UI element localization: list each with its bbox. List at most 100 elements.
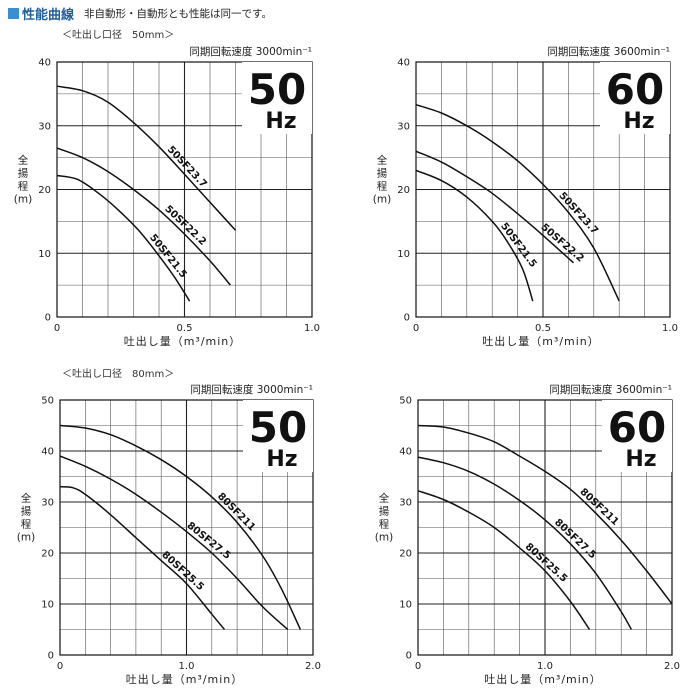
y-tick-label: 0 <box>404 313 410 324</box>
hz-badge-unit: Hz <box>625 447 656 472</box>
y-tick-label: 40 <box>399 447 412 458</box>
y-axis-label-part: 揚 <box>18 167 29 180</box>
series-label-50SF23.7: 50SF23.7 <box>165 144 209 190</box>
y-tick-label: 30 <box>38 121 51 132</box>
series-curve-50SF23.7 <box>56 85 237 231</box>
plot-frame <box>417 399 673 656</box>
y-tick-label: 30 <box>41 498 54 509</box>
bore-label-50mm: ＜吐出し口径 50mm＞ <box>62 30 175 41</box>
x-tick-label: 1.0 <box>662 323 678 334</box>
series-curve-50SF23.7 <box>415 103 620 302</box>
series-curve-50SF21.5 <box>415 169 534 302</box>
x-tick-label: 2.0 <box>664 661 680 672</box>
y-tick-label: 30 <box>397 121 410 132</box>
series-curve-80SF211 <box>417 424 673 605</box>
series-curve-50SF21.5 <box>56 174 191 302</box>
hz-badge-number: 60 <box>608 403 666 452</box>
hz-badge-unit: Hz <box>623 109 654 134</box>
y-axis-label-part: 揚 <box>377 167 388 180</box>
y-axis-label-part: 程 <box>21 519 32 531</box>
x-tick-label: 0.5 <box>177 323 193 334</box>
x-tick-label: 1.0 <box>537 661 553 672</box>
y-tick-label: 40 <box>397 58 410 69</box>
y-tick-label: 10 <box>399 600 412 611</box>
hz-badge-bg <box>600 62 670 134</box>
y-tick-label: 50 <box>41 396 54 407</box>
plot-frame <box>415 61 671 318</box>
y-tick-label: 0 <box>406 651 412 662</box>
y-tick-label: 20 <box>41 549 54 560</box>
header-square-icon <box>8 7 19 19</box>
y-axis-label-part: 全 <box>379 492 390 505</box>
x-tick-label: 0 <box>413 323 419 334</box>
x-axis-label: 吐出し量（m³/min） <box>126 672 244 686</box>
series-curve-80SF211 <box>59 424 302 630</box>
hz-badge-bg <box>243 400 313 472</box>
bore-label-80mm: ＜吐出し口径 80mm＞ <box>62 369 175 380</box>
x-tick-label: 0 <box>415 661 421 672</box>
x-tick-label: 0 <box>57 661 63 672</box>
series-label-80SF211: 80SF211 <box>577 486 620 528</box>
x-axis-label: 吐出し量（m³/min） <box>124 334 242 348</box>
y-tick-label: 10 <box>38 249 51 260</box>
hz-badge-unit: Hz <box>265 109 296 134</box>
hz-badge-bg <box>242 62 312 134</box>
section-header: 性能曲線 非自動形・自動形とも性能は同一です。 <box>8 4 272 23</box>
y-tick-label: 0 <box>45 313 51 324</box>
x-axis-label: 吐出し量（m³/min） <box>484 672 602 686</box>
y-axis-label-part: 程 <box>379 519 390 531</box>
y-axis-label-part: (m) <box>375 532 393 544</box>
y-tick-label: 10 <box>397 249 410 260</box>
x-axis-label: 吐出し量（m³/min） <box>482 334 600 348</box>
hz-badge-number: 50 <box>248 65 306 114</box>
grid <box>416 62 670 317</box>
series-label-80SF25.5: 80SF25.5 <box>159 550 205 594</box>
y-tick-label: 10 <box>41 600 54 611</box>
chart-title: 同期回転速度 3600min⁻¹ <box>549 383 672 396</box>
series-label-50SF22.2: 50SF22.2 <box>162 204 208 248</box>
y-axis-label-part: 程 <box>377 181 388 193</box>
series-label-80SF211: 80SF211 <box>215 491 257 533</box>
hz-badge-number: 60 <box>606 65 664 114</box>
series-curve-80SF25.5 <box>417 490 591 630</box>
y-tick-label: 40 <box>38 58 51 69</box>
header-title: 性能曲線 <box>22 7 75 23</box>
x-tick-label: 0.5 <box>535 323 551 334</box>
series-label-50SF22.2: 50SF22.2 <box>539 222 586 265</box>
y-tick-label: 50 <box>399 396 412 407</box>
y-tick-label: 40 <box>41 447 54 458</box>
y-tick-label: 30 <box>399 498 412 509</box>
y-axis-label-part: (m) <box>17 532 35 544</box>
series-curve-80SF27.5 <box>417 456 633 630</box>
hz-badge-bg <box>602 400 672 472</box>
chart-title: 同期回転速度 3000min⁻¹ <box>190 383 313 396</box>
series-label-80SF27.5: 80SF27.5 <box>185 520 233 562</box>
y-axis-label-part: 揚 <box>21 505 32 518</box>
y-axis-label-part: 程 <box>18 181 29 193</box>
series-curve-50SF22.2 <box>415 150 575 264</box>
y-axis-label-part: 全 <box>18 154 29 167</box>
y-axis-label-part: (m) <box>14 194 32 206</box>
chart-title: 同期回転速度 3000min⁻¹ <box>189 45 312 58</box>
x-tick-label: 0 <box>54 323 60 334</box>
y-axis-label-part: 全 <box>21 492 32 505</box>
y-tick-label: 20 <box>38 185 51 196</box>
y-tick-label: 20 <box>397 185 410 196</box>
hz-badge-unit: Hz <box>266 447 297 472</box>
y-axis-label-part: (m) <box>373 194 391 206</box>
x-tick-label: 2.0 <box>305 661 321 672</box>
series-curve-80SF25.5 <box>59 485 226 630</box>
series-label-80SF27.5: 80SF27.5 <box>552 517 598 561</box>
x-tick-label: 1.0 <box>179 661 195 672</box>
y-axis-label-part: 全 <box>377 154 388 167</box>
x-tick-label: 1.0 <box>304 323 320 334</box>
series-curve-80SF27.5 <box>59 455 289 631</box>
hz-badge-number: 50 <box>249 403 307 452</box>
y-tick-label: 20 <box>399 549 412 560</box>
series-curve-50SF22.2 <box>56 147 231 286</box>
